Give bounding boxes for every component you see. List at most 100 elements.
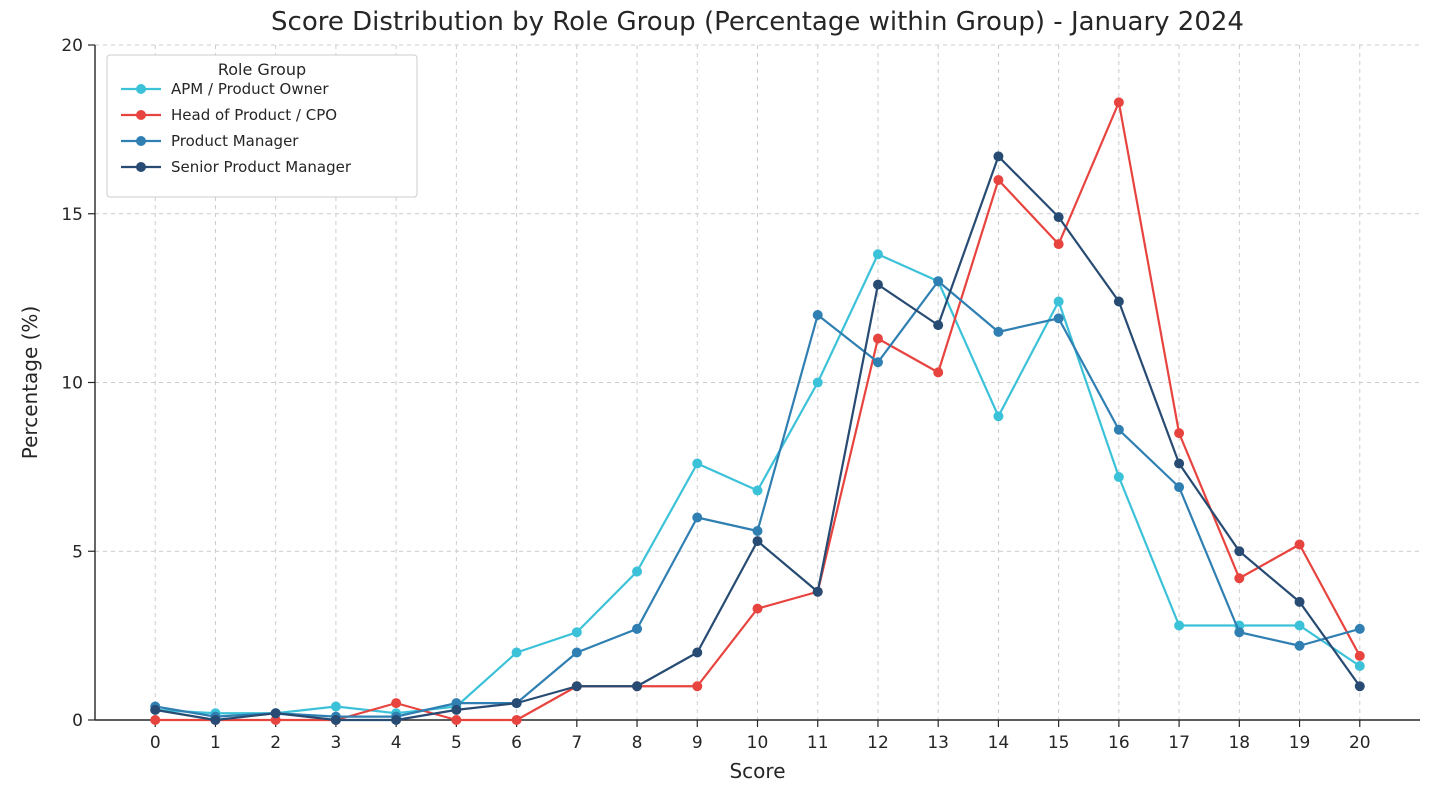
data-point (873, 334, 883, 344)
data-point (271, 708, 281, 718)
data-point (1295, 540, 1305, 550)
data-point (572, 648, 582, 658)
line-chart: 0123456789101112131415161718192005101520… (0, 0, 1456, 803)
data-point (1234, 573, 1244, 583)
data-point (933, 367, 943, 377)
data-point (873, 357, 883, 367)
svg-text:20: 20 (1349, 733, 1371, 753)
data-point (331, 715, 341, 725)
x-axis-label: Score (729, 759, 785, 783)
data-point (1234, 546, 1244, 556)
legend-title: Role Group (218, 60, 306, 79)
svg-text:4: 4 (391, 733, 402, 753)
svg-text:6: 6 (511, 733, 522, 753)
chart-title: Score Distribution by Role Group (Percen… (271, 7, 1244, 37)
data-point (1295, 641, 1305, 651)
data-point (873, 280, 883, 290)
svg-text:0: 0 (150, 733, 161, 753)
svg-text:0: 0 (72, 711, 83, 731)
data-point (512, 698, 522, 708)
data-point (1174, 459, 1184, 469)
data-point (451, 705, 461, 715)
svg-text:17: 17 (1168, 733, 1190, 753)
svg-text:3: 3 (330, 733, 341, 753)
data-point (632, 567, 642, 577)
data-point (692, 513, 702, 523)
data-point (873, 249, 883, 259)
data-point (1054, 313, 1064, 323)
svg-text:20: 20 (61, 36, 83, 56)
legend-item-label: Head of Product / CPO (171, 106, 337, 124)
data-point (993, 327, 1003, 337)
svg-text:15: 15 (61, 205, 83, 225)
legend: Role GroupAPM / Product Owner Head of Pro… (107, 55, 417, 197)
data-point (632, 624, 642, 634)
svg-text:2: 2 (270, 733, 281, 753)
svg-text:19: 19 (1289, 733, 1311, 753)
data-point (993, 175, 1003, 185)
data-point (993, 411, 1003, 421)
data-point (1054, 212, 1064, 222)
data-point (1114, 297, 1124, 307)
data-point (1355, 624, 1365, 634)
data-point (1174, 621, 1184, 631)
svg-text:12: 12 (867, 733, 889, 753)
data-point (1114, 425, 1124, 435)
svg-text:18: 18 (1228, 733, 1250, 753)
data-point (150, 715, 160, 725)
data-point (813, 587, 823, 597)
data-point (632, 681, 642, 691)
data-point (1355, 681, 1365, 691)
svg-text:15: 15 (1048, 733, 1070, 753)
data-point (150, 705, 160, 715)
svg-text:10: 10 (747, 733, 769, 753)
svg-text:13: 13 (927, 733, 949, 753)
data-point (1114, 97, 1124, 107)
data-point (753, 536, 763, 546)
data-point (451, 715, 461, 725)
data-point (692, 648, 702, 658)
data-point (993, 151, 1003, 161)
data-point (210, 715, 220, 725)
svg-text:5: 5 (72, 542, 83, 562)
svg-text:7: 7 (571, 733, 582, 753)
data-point (1114, 472, 1124, 482)
data-point (1355, 661, 1365, 671)
data-point (512, 648, 522, 658)
data-point (331, 702, 341, 712)
data-point (813, 310, 823, 320)
svg-text:8: 8 (632, 733, 643, 753)
data-point (1174, 428, 1184, 438)
y-axis-label: Percentage (%) (18, 306, 42, 459)
data-point (1234, 627, 1244, 637)
data-point (1355, 651, 1365, 661)
chart-container: 0123456789101112131415161718192005101520… (0, 0, 1456, 803)
svg-text:11: 11 (807, 733, 829, 753)
legend-item-label: APM / Product Owner (171, 80, 329, 98)
data-point (1054, 239, 1064, 249)
data-point (572, 627, 582, 637)
data-point (572, 681, 582, 691)
svg-text:16: 16 (1108, 733, 1130, 753)
data-point (933, 320, 943, 330)
data-point (753, 526, 763, 536)
svg-text:9: 9 (692, 733, 703, 753)
data-point (813, 378, 823, 388)
svg-text:14: 14 (988, 733, 1010, 753)
data-point (753, 486, 763, 496)
legend-item-label: Senior Product Manager (171, 158, 352, 176)
data-point (1295, 597, 1305, 607)
data-point (512, 715, 522, 725)
svg-text:1: 1 (210, 733, 221, 753)
data-point (753, 604, 763, 614)
data-point (391, 698, 401, 708)
legend-item-label: Product Manager (171, 132, 299, 150)
data-point (692, 681, 702, 691)
svg-text:5: 5 (451, 733, 462, 753)
data-point (391, 715, 401, 725)
data-point (1054, 297, 1064, 307)
data-point (933, 276, 943, 286)
data-point (1174, 482, 1184, 492)
svg-text:10: 10 (61, 374, 83, 394)
data-point (692, 459, 702, 469)
